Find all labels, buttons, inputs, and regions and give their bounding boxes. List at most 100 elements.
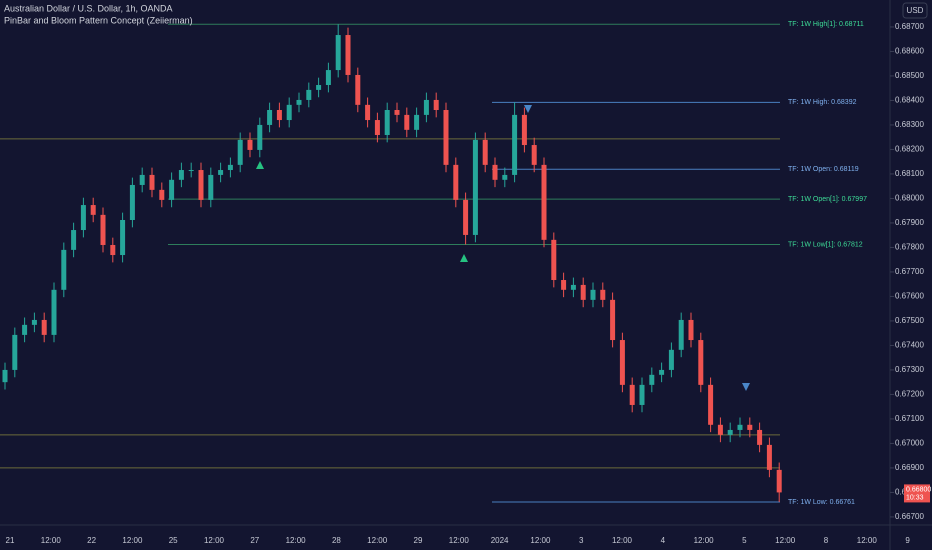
- candle-body: [649, 374, 655, 385]
- countdown-label: 10:33: [906, 494, 924, 501]
- candle-body: [365, 104, 371, 121]
- candle-body: [325, 70, 331, 86]
- x-tick-label: 21: [6, 536, 15, 545]
- x-tick-label: 12:00: [367, 536, 388, 545]
- y-tick-label: 0.68100: [895, 169, 924, 178]
- y-tick-label: 0.67200: [895, 390, 924, 399]
- candle-body: [178, 170, 184, 180]
- candle-body: [110, 244, 116, 256]
- x-tick-label: 3: [579, 536, 584, 545]
- candle-body: [590, 289, 596, 300]
- y-tick-label: 0.67100: [895, 414, 924, 423]
- y-tick-label: 0.68400: [895, 96, 924, 105]
- candle-body: [708, 384, 714, 425]
- chart-title: Australian Dollar / U.S. Dollar, 1h, OAN…: [4, 3, 173, 13]
- x-tick-label: 2024: [491, 536, 509, 545]
- y-tick-label: 0.67800: [895, 243, 924, 252]
- bear-marker: [742, 383, 750, 391]
- x-tick-label: 4: [661, 536, 666, 545]
- candle-body: [41, 319, 47, 335]
- candle-body: [688, 319, 694, 341]
- x-tick-label: 12:00: [449, 536, 470, 545]
- y-tick-label: 0.68000: [895, 194, 924, 203]
- candle-body: [22, 324, 28, 335]
- candle-body: [453, 164, 459, 200]
- candle-body: [747, 424, 753, 430]
- candle-body: [727, 429, 733, 435]
- candle-body: [531, 145, 537, 165]
- candle-body: [492, 164, 498, 180]
- currency-button[interactable]: [902, 2, 928, 19]
- y-tick-label: 0.68600: [895, 47, 924, 56]
- candle-body: [51, 289, 57, 335]
- candle-body: [208, 174, 214, 200]
- candle-body: [218, 170, 224, 175]
- candle-body: [394, 109, 400, 115]
- candle-body: [600, 289, 606, 300]
- candle-body: [286, 104, 292, 121]
- candle-body: [61, 249, 67, 290]
- x-tick-label: 12:00: [286, 536, 307, 545]
- candle-body: [698, 340, 704, 385]
- candle-body: [619, 340, 625, 385]
- candle-body: [345, 35, 351, 75]
- candle-body: [776, 469, 782, 493]
- candle-body: [237, 139, 243, 165]
- level-label: TF: 1W Open: 0.68119: [788, 166, 859, 173]
- y-tick-label: 0.68200: [895, 145, 924, 154]
- x-tick-label: 28: [332, 536, 341, 545]
- candle-body: [423, 99, 429, 115]
- level-label: TF: 1W Low: 0.66761: [788, 499, 855, 506]
- y-tick-label: 0.66700: [895, 512, 924, 521]
- candle-body: [414, 114, 420, 130]
- price-tag-label: 0.66800: [906, 486, 931, 493]
- candle-body: [668, 349, 674, 370]
- bull-marker: [460, 254, 468, 262]
- candle-body: [149, 174, 155, 190]
- x-tick-label: 25: [169, 536, 178, 545]
- candle-body: [335, 35, 341, 71]
- candle-body: [355, 74, 361, 105]
- y-tick-label: 0.68500: [895, 71, 924, 80]
- y-tick-label: 0.66900: [895, 463, 924, 472]
- candle-body: [247, 139, 253, 150]
- candle-body: [316, 85, 322, 90]
- x-tick-label: 5: [742, 536, 747, 545]
- x-tick-label: 12:00: [694, 536, 715, 545]
- candle-body: [120, 219, 126, 256]
- y-tick-label: 0.67900: [895, 218, 924, 227]
- candle-body: [159, 189, 165, 200]
- y-tick-label: 0.67000: [895, 439, 924, 448]
- candle-body: [541, 164, 547, 240]
- candle-body: [561, 280, 567, 290]
- candle-body: [678, 319, 684, 350]
- candle-body: [629, 384, 635, 405]
- x-tick-label: 12:00: [857, 536, 878, 545]
- candle-body: [71, 230, 77, 250]
- candle-body: [639, 384, 645, 405]
- plot: [0, 23, 782, 503]
- x-tick-label: 29: [414, 536, 423, 545]
- candle-body: [502, 174, 508, 180]
- candle-body: [90, 205, 96, 215]
- candle-body: [296, 99, 302, 105]
- x-tick-label: 27: [250, 536, 259, 545]
- x-tick-label: 12:00: [204, 536, 225, 545]
- x-tick-label: 8: [824, 536, 829, 545]
- candle-body: [276, 109, 282, 121]
- candle-body: [433, 99, 439, 110]
- candle-body: [737, 424, 743, 430]
- candle-body: [257, 124, 263, 150]
- candle-body: [580, 284, 586, 300]
- y-tick-label: 0.67400: [895, 341, 924, 350]
- x-tick-label: 12:00: [775, 536, 796, 545]
- x-tick-label: 12:00: [530, 536, 551, 545]
- candle-body: [404, 114, 410, 130]
- candle-body: [306, 89, 312, 100]
- x-tick-label: 12:00: [122, 536, 143, 545]
- level-label: TF: 1W Open[1]: 0.67997: [788, 196, 867, 203]
- currency-label[interactable]: USD: [907, 6, 924, 15]
- candle-body: [188, 170, 194, 172]
